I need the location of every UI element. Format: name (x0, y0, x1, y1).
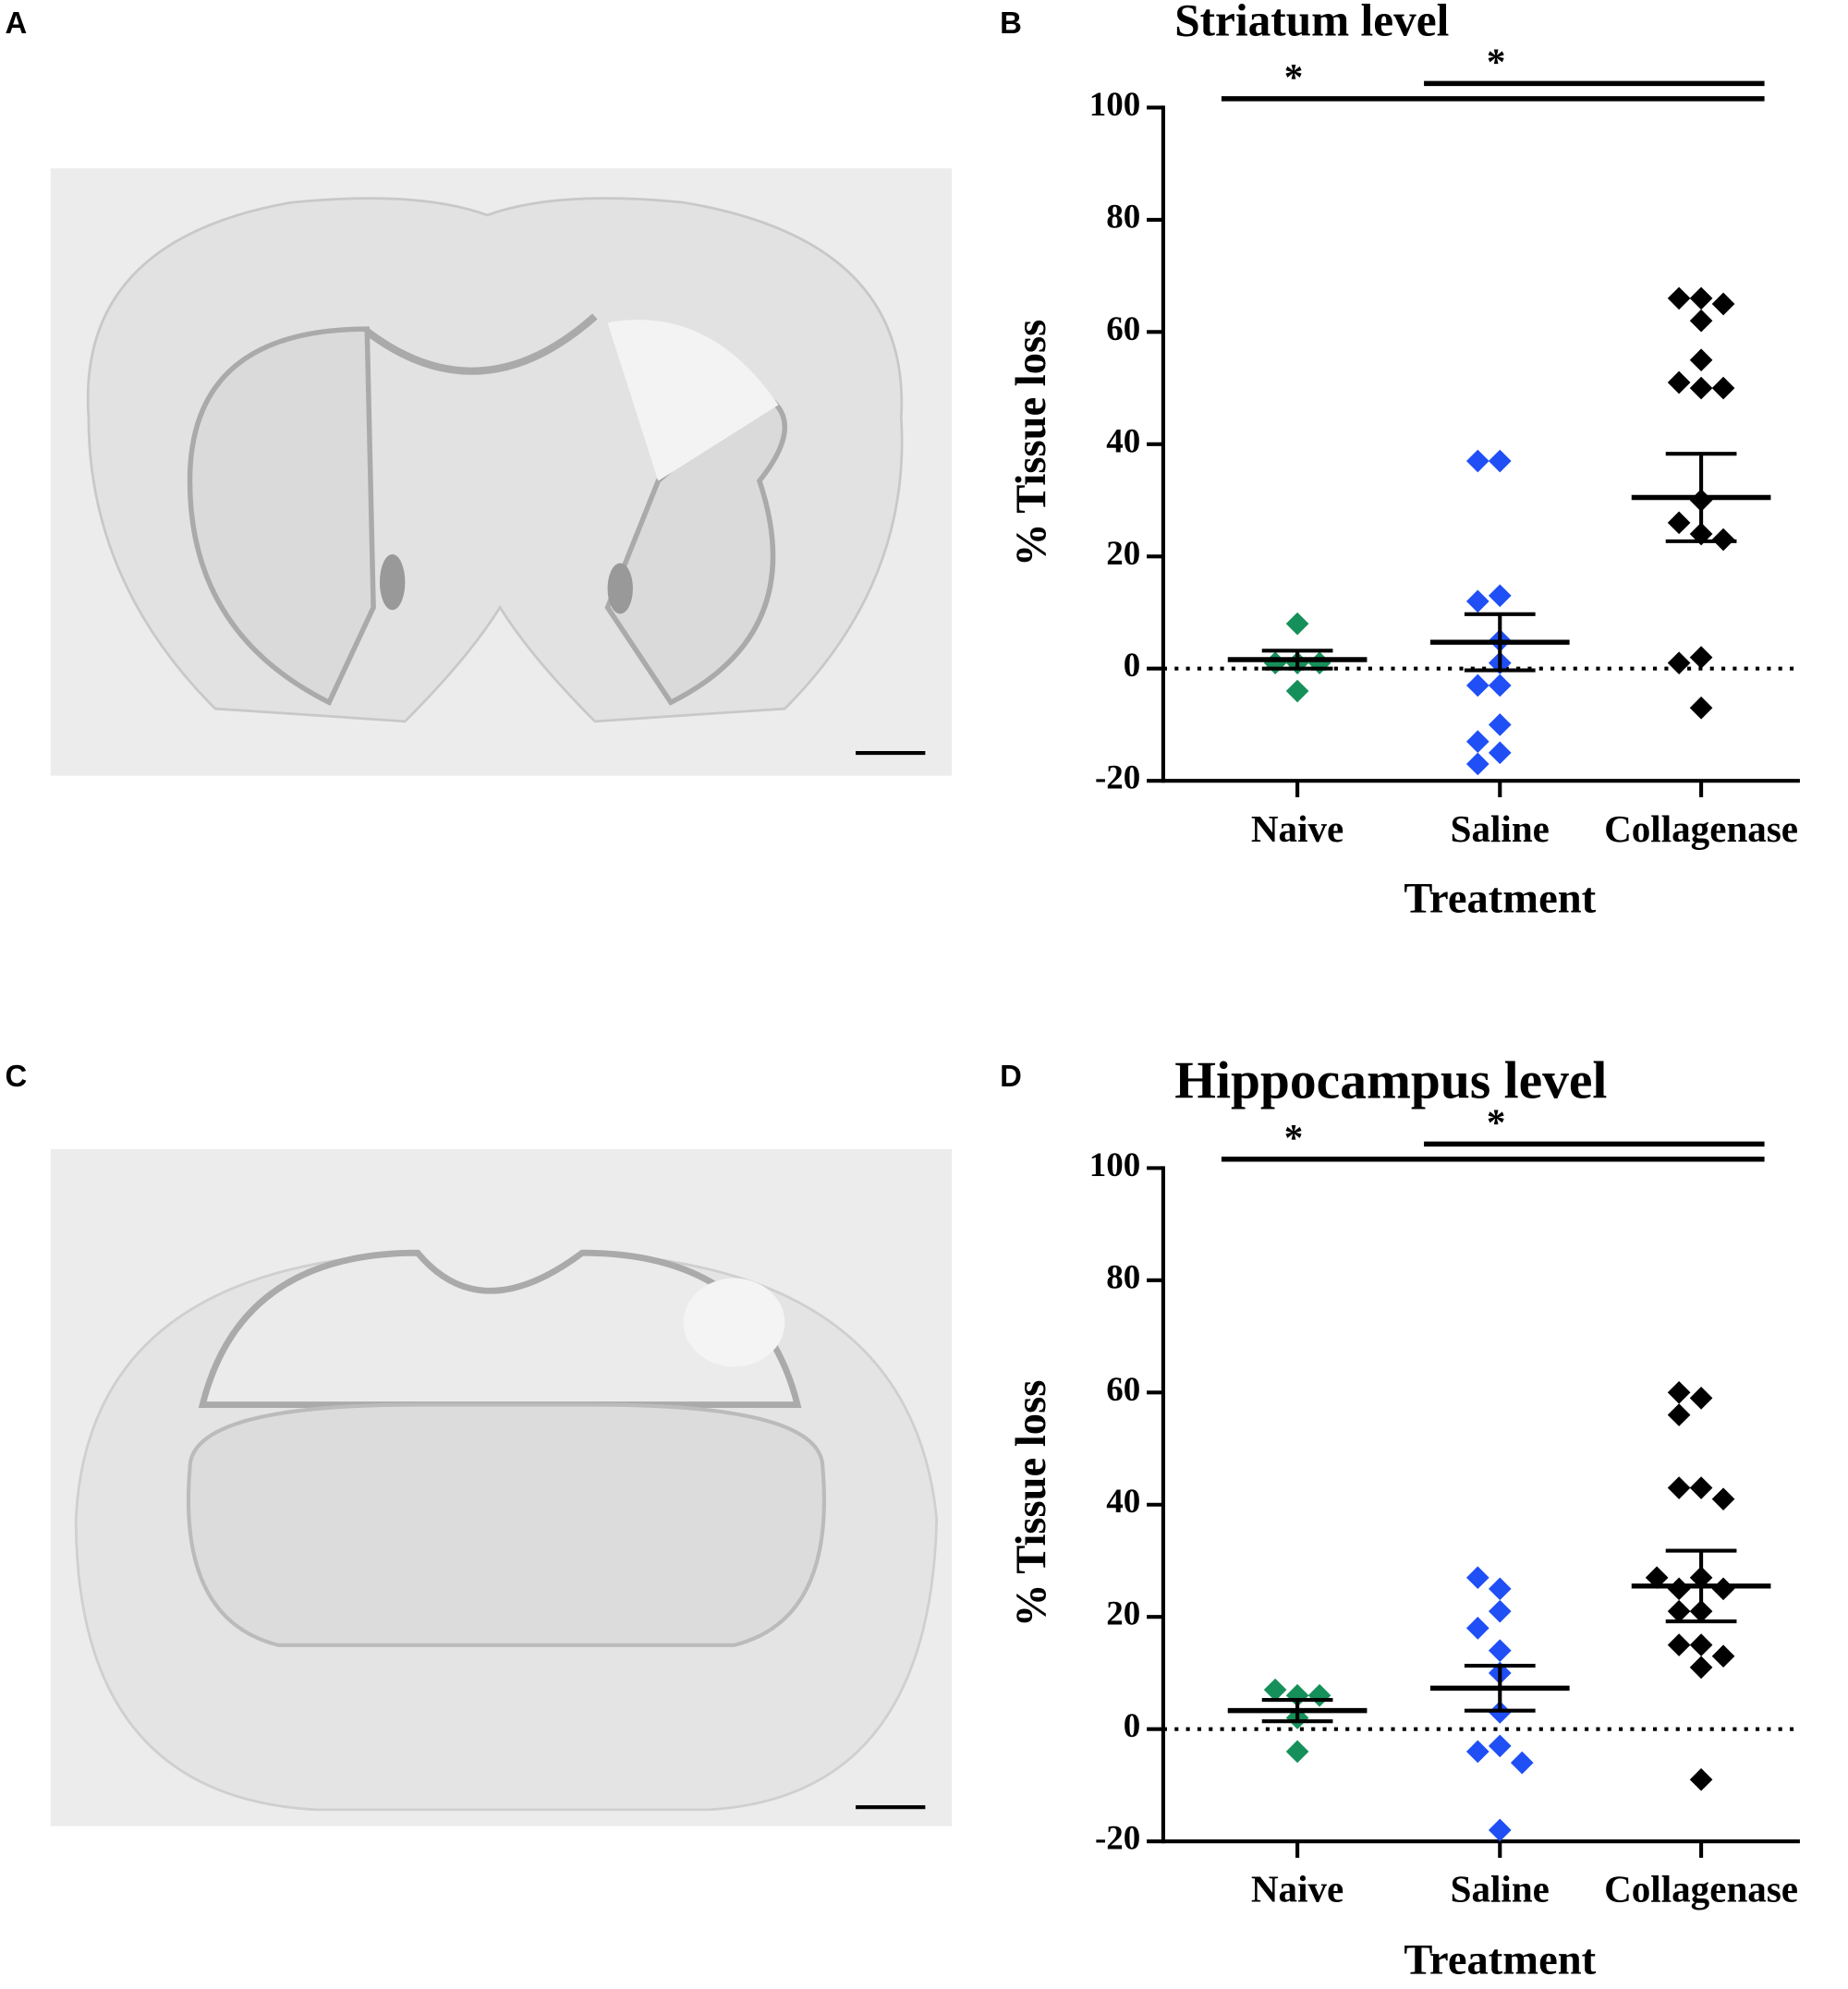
data-point (1465, 752, 1489, 776)
data-point (1689, 696, 1713, 720)
data-point (1689, 309, 1713, 333)
data-point (1667, 286, 1691, 310)
data-point (1488, 673, 1512, 697)
data-point (1689, 1476, 1713, 1499)
data-point (1689, 376, 1713, 400)
data-point (1689, 286, 1713, 310)
data-point (1667, 1380, 1691, 1404)
y-tick-label: 20 (1106, 534, 1140, 572)
data-point (1689, 1768, 1713, 1791)
data-point (1488, 1639, 1512, 1662)
data-point (1465, 589, 1489, 613)
x-tick-label: Saline (1451, 1868, 1550, 1910)
y-tick-label: -20 (1095, 1819, 1140, 1857)
data-point (1667, 1403, 1691, 1426)
significance-label: * (1284, 55, 1304, 98)
data-point (1488, 1818, 1512, 1842)
y-tick-label: 60 (1106, 1370, 1140, 1408)
data-point (1689, 1387, 1713, 1410)
data-point (1645, 1566, 1669, 1590)
data-point (1465, 730, 1489, 754)
data-point (1263, 1678, 1287, 1702)
y-tick-label: 80 (1106, 1257, 1140, 1295)
data-point (1689, 348, 1713, 372)
data-point (1689, 1655, 1713, 1680)
data-point (1465, 449, 1489, 473)
data-point (1711, 1577, 1735, 1601)
data-point (1689, 1633, 1713, 1656)
data-point (1465, 1566, 1489, 1590)
data-point (1285, 679, 1309, 703)
data-point (1667, 370, 1691, 394)
y-tick-label: 0 (1124, 646, 1140, 684)
data-point (1667, 1577, 1691, 1601)
panel-label: D (1000, 1059, 1022, 1093)
y-tick-label: 80 (1106, 197, 1140, 235)
data-point (1285, 1740, 1309, 1764)
y-tick-label: 20 (1106, 1595, 1140, 1632)
significance-label: * (1284, 1116, 1304, 1158)
micrograph-hippocampus (50, 1148, 953, 1826)
data-point (1465, 673, 1489, 697)
data-point (1488, 1577, 1512, 1601)
data-point (1510, 1751, 1534, 1775)
data-point (1711, 292, 1735, 316)
y-tick-label: 100 (1089, 1146, 1140, 1183)
data-point (1711, 1487, 1735, 1511)
x-tick-label: Naive (1251, 807, 1343, 850)
data-point (1488, 449, 1512, 473)
x-axis-label: Treatment (1404, 1937, 1596, 1984)
data-point (1307, 1683, 1331, 1707)
significance-label: * (1487, 1101, 1506, 1144)
data-point (1488, 741, 1512, 765)
data-point (1667, 1599, 1691, 1623)
y-tick-label: 100 (1089, 85, 1140, 123)
data-point (1711, 1644, 1735, 1668)
y-tick-label: 40 (1106, 421, 1140, 459)
data-point (1285, 612, 1309, 636)
chart-title: Striatum level (1174, 0, 1449, 46)
data-point (1465, 1740, 1489, 1764)
y-tick-label: -20 (1095, 758, 1140, 796)
x-tick-label: Naive (1251, 1868, 1343, 1910)
data-point (1263, 651, 1287, 674)
data-point (1307, 651, 1331, 674)
data-point (1667, 651, 1691, 674)
data-point (1488, 713, 1512, 736)
x-tick-label: Collagenase (1604, 1868, 1798, 1910)
y-tick-label: 40 (1106, 1482, 1140, 1520)
y-tick-label: 60 (1106, 309, 1140, 347)
significance-label: * (1487, 41, 1506, 83)
data-point (1711, 376, 1735, 400)
panel-label: B (1000, 6, 1022, 40)
data-point (1689, 646, 1713, 669)
x-tick-label: Collagenase (1604, 807, 1798, 850)
data-point (1488, 1599, 1512, 1623)
data-point (1488, 584, 1512, 608)
panel-label: A (5, 6, 27, 40)
data-point (1488, 1734, 1512, 1758)
y-axis-label: % Tissue loss (1008, 1380, 1055, 1627)
chart-title: Hippocampus level (1174, 1052, 1607, 1110)
y-tick-label: 0 (1124, 1706, 1140, 1744)
data-point (1465, 1617, 1489, 1640)
data-point (1667, 511, 1691, 535)
micrograph-striatum (50, 168, 953, 776)
data-point (1667, 1476, 1691, 1499)
y-axis-label: % Tissue loss (1008, 320, 1055, 566)
panel-label: C (5, 1059, 27, 1093)
x-axis-label: Treatment (1404, 875, 1596, 922)
x-tick-label: Saline (1451, 807, 1550, 850)
data-point (1667, 1633, 1691, 1656)
